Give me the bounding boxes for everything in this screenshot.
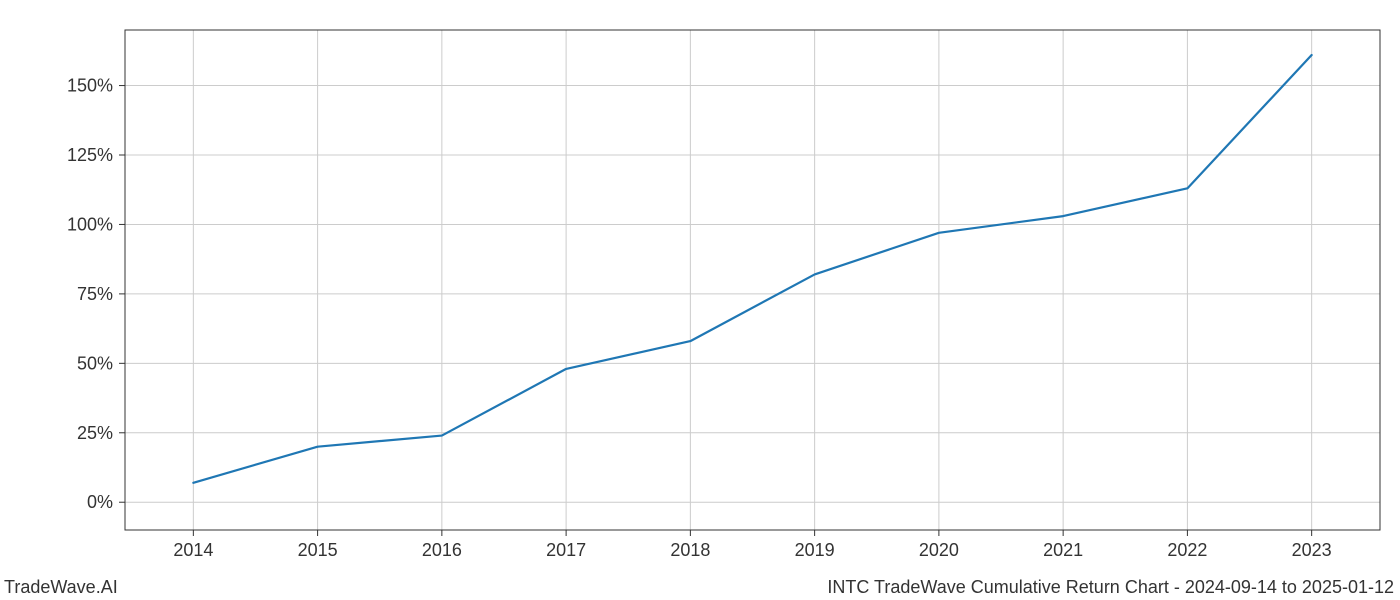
x-tick-label: 2021 xyxy=(1043,540,1083,560)
x-tick-label: 2016 xyxy=(422,540,462,560)
x-tick-label: 2023 xyxy=(1292,540,1332,560)
x-tick-label: 2015 xyxy=(298,540,338,560)
x-tick-label: 2020 xyxy=(919,540,959,560)
chart-container: 2014 2015 2016 2017 2018 2019 2020 2021 2022 2023… xyxy=(0,0,1400,600)
footer-caption: INTC TradeWave Cumulative Return Chart -… xyxy=(827,577,1394,598)
y-tick-label: 50% xyxy=(77,353,113,373)
line-chart: 2014 2015 2016 2017 2018 2019 2020 2021 2022 2023… xyxy=(0,0,1400,600)
y-tick-label: 75% xyxy=(77,284,113,304)
y-tick-label: 100% xyxy=(67,214,113,234)
x-tick-label: 2019 xyxy=(795,540,835,560)
y-tick-label: 25% xyxy=(77,423,113,443)
y-tick-label: 125% xyxy=(67,145,113,165)
y-tick-label: 150% xyxy=(67,76,113,96)
x-tick-label: 2022 xyxy=(1167,540,1207,560)
y-tick-label: 0% xyxy=(87,492,113,512)
x-tick-label: 2014 xyxy=(173,540,213,560)
footer-brand: TradeWave.AI xyxy=(4,577,118,598)
x-tick-label: 2018 xyxy=(670,540,710,560)
x-tick-label: 2017 xyxy=(546,540,586,560)
